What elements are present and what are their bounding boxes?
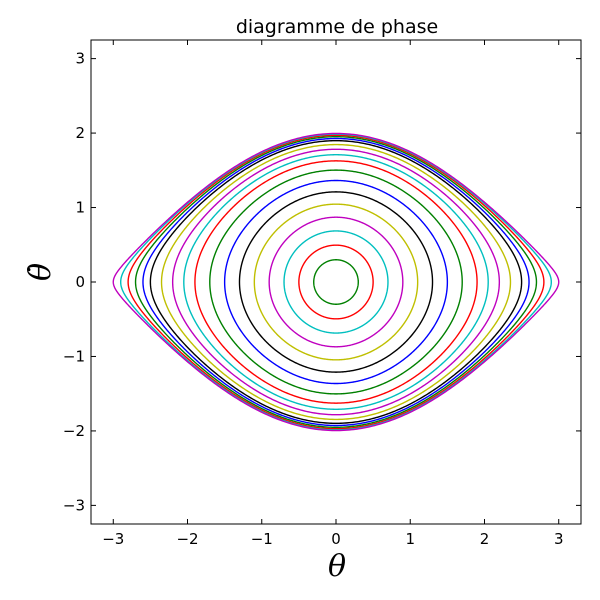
y-tick-label: 3 [75, 50, 85, 68]
chart-title: diagramme de phase [236, 16, 438, 38]
phase-curve-1 [313, 259, 359, 305]
phase-curve-18 [112, 132, 560, 432]
phase-curve-12 [160, 143, 512, 421]
x-tick-label: −3 [102, 530, 124, 548]
plot-frame [90, 39, 582, 525]
axis-ticks: −3 −2 −1 0 1 2 3 −3 −2 −1 0 1 2 3 [63, 40, 581, 548]
phase-curve-16 [127, 134, 545, 430]
phase-curve-7 [223, 179, 449, 385]
y-tick-label: 0 [75, 273, 85, 291]
x-tick-label: 2 [480, 530, 490, 548]
phase-curve-15 [134, 135, 538, 429]
phase-curve-17 [119, 133, 553, 431]
y-tick-label: 2 [75, 124, 85, 142]
y-tick-label: −3 [63, 496, 85, 514]
phase-curve-6 [238, 191, 434, 373]
phase-curve-13 [149, 139, 523, 425]
y-tick-label: −2 [63, 422, 85, 440]
phase-curve-14 [142, 137, 530, 427]
x-tick-label: −1 [251, 530, 273, 548]
x-tick-label: 0 [331, 530, 341, 548]
x-tick-label: 3 [554, 530, 564, 548]
phase-curve-11 [171, 148, 501, 416]
x-axis-label: θ [328, 549, 346, 584]
phase-curve-10 [183, 154, 489, 410]
phase-curve-9 [194, 160, 478, 404]
phase-curve-2 [298, 244, 374, 320]
phase-curve-8 [209, 169, 463, 395]
y-axis-label: θ̇ [23, 263, 58, 281]
y-tick-label: −1 [63, 347, 85, 365]
phase-curves [112, 132, 560, 432]
x-tick-label: −2 [176, 530, 198, 548]
x-tick-label: 1 [405, 530, 415, 548]
phase-curve-4 [268, 216, 404, 348]
phase-curve-3 [283, 230, 389, 334]
y-tick-label: 1 [75, 199, 85, 217]
phase-curve-5 [253, 203, 419, 361]
